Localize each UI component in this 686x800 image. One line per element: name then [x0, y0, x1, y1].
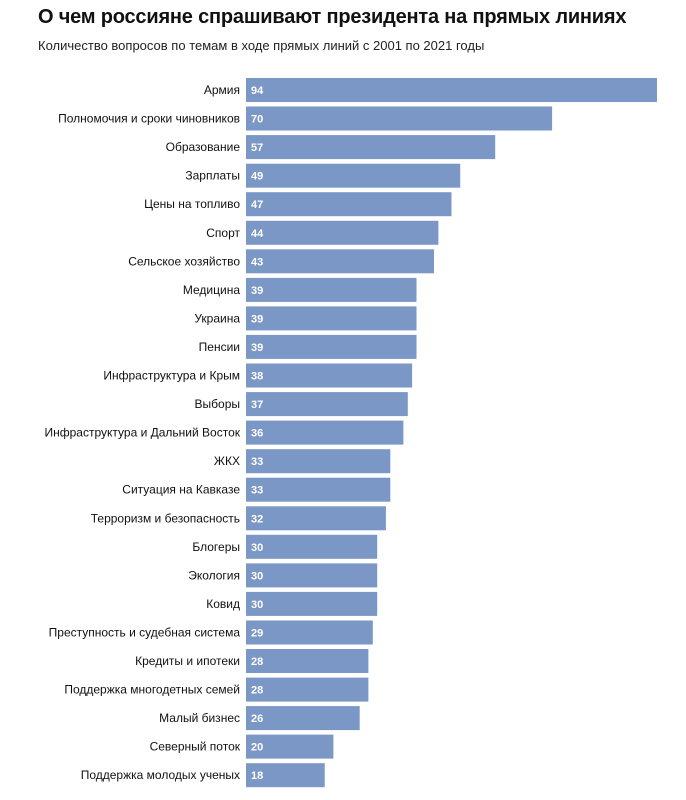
value-label-12: 37 — [251, 399, 263, 411]
value-label-1: 94 — [251, 85, 264, 97]
bar-10 — [246, 334, 417, 359]
bar-17 — [246, 534, 378, 559]
value-label-14: 33 — [251, 456, 263, 468]
value-label-15: 33 — [251, 485, 263, 497]
value-label-24: 20 — [251, 742, 263, 754]
value-label-4: 49 — [251, 171, 263, 183]
value-label-2: 70 — [251, 114, 263, 126]
category-label-15: Ситуация на Кавказе — [122, 483, 240, 497]
category-label-22: Поддержка многодетных семей — [64, 683, 240, 697]
category-label-2: Полномочия и сроки чиновников — [58, 112, 240, 126]
category-label-1: Армия — [204, 83, 240, 97]
category-label-24: Северный поток — [150, 740, 241, 754]
bar-11 — [246, 363, 413, 388]
category-label-6: Спорт — [206, 226, 240, 240]
bar-3 — [246, 135, 496, 160]
bar-21 — [246, 649, 369, 673]
category-label-18: Экология — [188, 568, 240, 582]
bar-18 — [246, 563, 378, 588]
bar-12 — [246, 392, 408, 417]
category-label-25: Поддержка молодых ученых — [81, 768, 240, 782]
category-label-3: Образование — [166, 140, 241, 154]
bar-22 — [246, 677, 369, 702]
category-label-16: Терроризм и безопасность — [91, 511, 240, 525]
category-label-19: Ковид — [206, 597, 240, 611]
bar-4 — [246, 163, 461, 188]
value-label-22: 28 — [251, 685, 263, 697]
bar-13 — [246, 420, 404, 445]
bar-14 — [246, 449, 391, 474]
value-label-20: 29 — [251, 628, 263, 640]
bar-5 — [246, 192, 452, 217]
value-label-8: 39 — [251, 285, 263, 297]
category-label-11: Инфраструктура и Крым — [103, 369, 240, 383]
value-label-10: 39 — [251, 342, 263, 354]
bar-1 — [246, 78, 657, 102]
bar-15 — [246, 477, 391, 502]
bar-2 — [246, 106, 553, 131]
bar-7 — [246, 249, 434, 274]
bar-16 — [246, 506, 386, 531]
category-label-20: Преступность и судебная система — [49, 626, 241, 640]
category-label-17: Блогеры — [192, 540, 240, 554]
category-label-5: Цены на топливо — [144, 197, 240, 211]
value-label-3: 57 — [251, 142, 263, 154]
category-label-4: Зарплаты — [185, 169, 240, 183]
value-label-23: 26 — [251, 713, 263, 725]
value-label-21: 28 — [251, 656, 263, 668]
category-label-12: Выборы — [195, 397, 240, 411]
category-label-10: Пенсии — [199, 340, 240, 354]
value-label-7: 43 — [251, 256, 263, 268]
bar-9 — [246, 306, 417, 331]
bar-8 — [246, 277, 417, 302]
value-label-19: 30 — [251, 599, 263, 611]
value-label-11: 38 — [251, 371, 263, 383]
bar-19 — [246, 591, 378, 616]
value-label-25: 18 — [251, 770, 263, 782]
chart-title: О чем россияне спрашивают президента на … — [38, 6, 627, 28]
category-label-13: Инфраструктура и Дальний Восток — [45, 426, 241, 440]
category-label-9: Украина — [194, 311, 240, 325]
value-label-5: 47 — [251, 199, 263, 211]
chart-subtitle: Количество вопросов по темам в ходе прям… — [38, 38, 485, 53]
category-label-14: ЖКХ — [214, 454, 240, 468]
category-label-23: Малый бизнес — [159, 711, 240, 725]
category-label-21: Кредиты и ипотеки — [135, 654, 240, 668]
bar-6 — [246, 220, 439, 245]
value-label-13: 36 — [251, 428, 263, 440]
category-label-8: Медицина — [183, 283, 240, 297]
bar-20 — [246, 620, 373, 645]
value-label-9: 39 — [251, 313, 263, 325]
value-label-6: 44 — [251, 228, 264, 240]
bar-24 — [246, 734, 334, 759]
category-label-7: Сельское хозяйство — [128, 254, 240, 268]
value-label-18: 30 — [251, 570, 263, 582]
bar-25 — [246, 763, 325, 788]
value-label-16: 32 — [251, 513, 263, 525]
bar-23 — [246, 706, 360, 731]
value-label-17: 30 — [251, 542, 263, 554]
